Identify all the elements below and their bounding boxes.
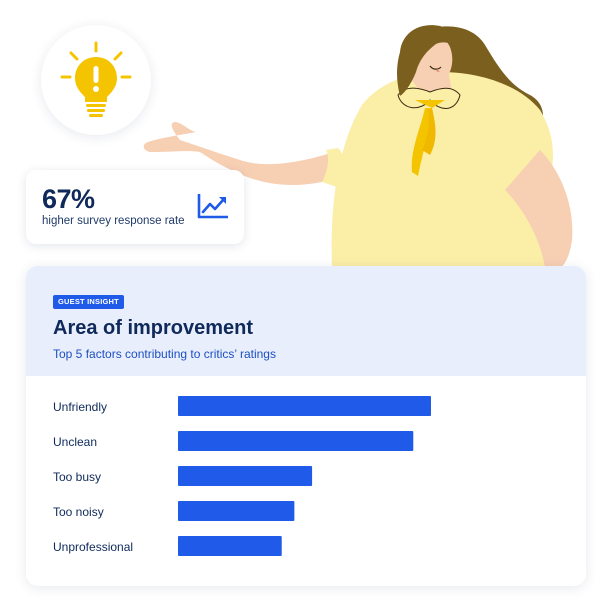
bar-label: Too busy xyxy=(53,470,101,484)
lightbulb-icon xyxy=(60,41,132,117)
bar-label: Unfriendly xyxy=(53,400,107,414)
stat-card: 67% higher survey response rate xyxy=(26,170,244,244)
insight-card: GUEST INSIGHT Area of improvement Top 5 … xyxy=(26,266,586,586)
bar-too-noisy xyxy=(178,501,295,521)
bar-label: Too noisy xyxy=(53,505,104,519)
stat-label: higher survey response rate xyxy=(42,215,185,227)
bar-label: Unprofessional xyxy=(53,540,133,554)
insight-header: GUEST INSIGHT Area of improvement Top 5 … xyxy=(26,266,586,376)
bar-label: Unclean xyxy=(53,435,97,449)
lightbulb-bubble xyxy=(41,25,151,135)
card-title: Area of improvement xyxy=(53,317,254,339)
bar-too-busy xyxy=(178,466,313,486)
trend-up-icon xyxy=(197,194,228,219)
guest-insight-badge: GUEST INSIGHT xyxy=(53,295,124,309)
card-subtitle: Top 5 factors contributing to critics’ r… xyxy=(53,347,276,361)
bar-unprofessional xyxy=(178,536,282,556)
bar-unclean xyxy=(178,431,414,451)
bar-unfriendly xyxy=(178,396,431,416)
stat-value: 67% xyxy=(42,184,95,214)
bar-chart: Unfriendly Unclean Too busy Too noisy Unprof… xyxy=(53,396,431,556)
